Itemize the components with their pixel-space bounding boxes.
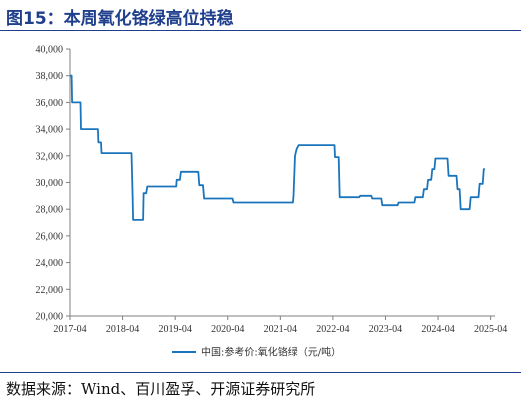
- y-tick-label: 32,000: [36, 151, 64, 162]
- x-tick-label: 2025-04: [474, 324, 507, 335]
- x-tick-label: 2018-04: [106, 324, 139, 335]
- series-group: [70, 74, 485, 221]
- chart-container: 20,000 22,000 24,000 26,000 28,000 30,000 32,0…: [0, 34, 521, 364]
- x-tick-label: 2022-04: [316, 324, 349, 335]
- y-tick-label: 36,000: [36, 98, 64, 109]
- x-axis: 2017-04 2018-04 2019-04 2020-04 2021-04 2022-…: [53, 315, 507, 335]
- series-line: [70, 74, 485, 221]
- legend: 中国:参考价:氧化铬绿（元/吨）: [172, 346, 341, 359]
- y-tick-label: 34,000: [36, 125, 64, 136]
- y-tick-label: 38,000: [36, 71, 64, 82]
- y-tick-label: 40,000: [36, 45, 64, 56]
- x-tick-label: 2024-04: [421, 324, 454, 335]
- x-tick-label: 2017-04: [53, 324, 86, 335]
- y-tick-label: 28,000: [36, 205, 64, 216]
- x-tick-label: 2020-04: [211, 324, 244, 335]
- figure-title: 图15：本周氧化铬绿高位持稳: [6, 9, 234, 29]
- y-tick-label: 30,000: [36, 178, 64, 189]
- y-tick-label: 20,000: [36, 312, 64, 323]
- source-divider: [0, 372, 521, 373]
- source-note: 数据来源：Wind、百川盈孚、开源证券研究所: [6, 380, 316, 398]
- y-tick-label: 22,000: [36, 285, 64, 296]
- title-divider: [0, 30, 521, 31]
- legend-label: 中国:参考价:氧化铬绿（元/吨）: [201, 346, 341, 359]
- line-chart: 20,000 22,000 24,000 26,000 28,000 30,000 32,0…: [36, 45, 508, 359]
- x-tick-label: 2019-04: [158, 324, 191, 335]
- y-tick-label: 26,000: [36, 231, 64, 242]
- x-tick-label: 2021-04: [264, 324, 297, 335]
- y-axis: 20,000 22,000 24,000 26,000 28,000 30,000 32,0…: [36, 45, 71, 323]
- x-tick-label: 2023-04: [369, 324, 402, 335]
- y-tick-label: 24,000: [36, 258, 64, 269]
